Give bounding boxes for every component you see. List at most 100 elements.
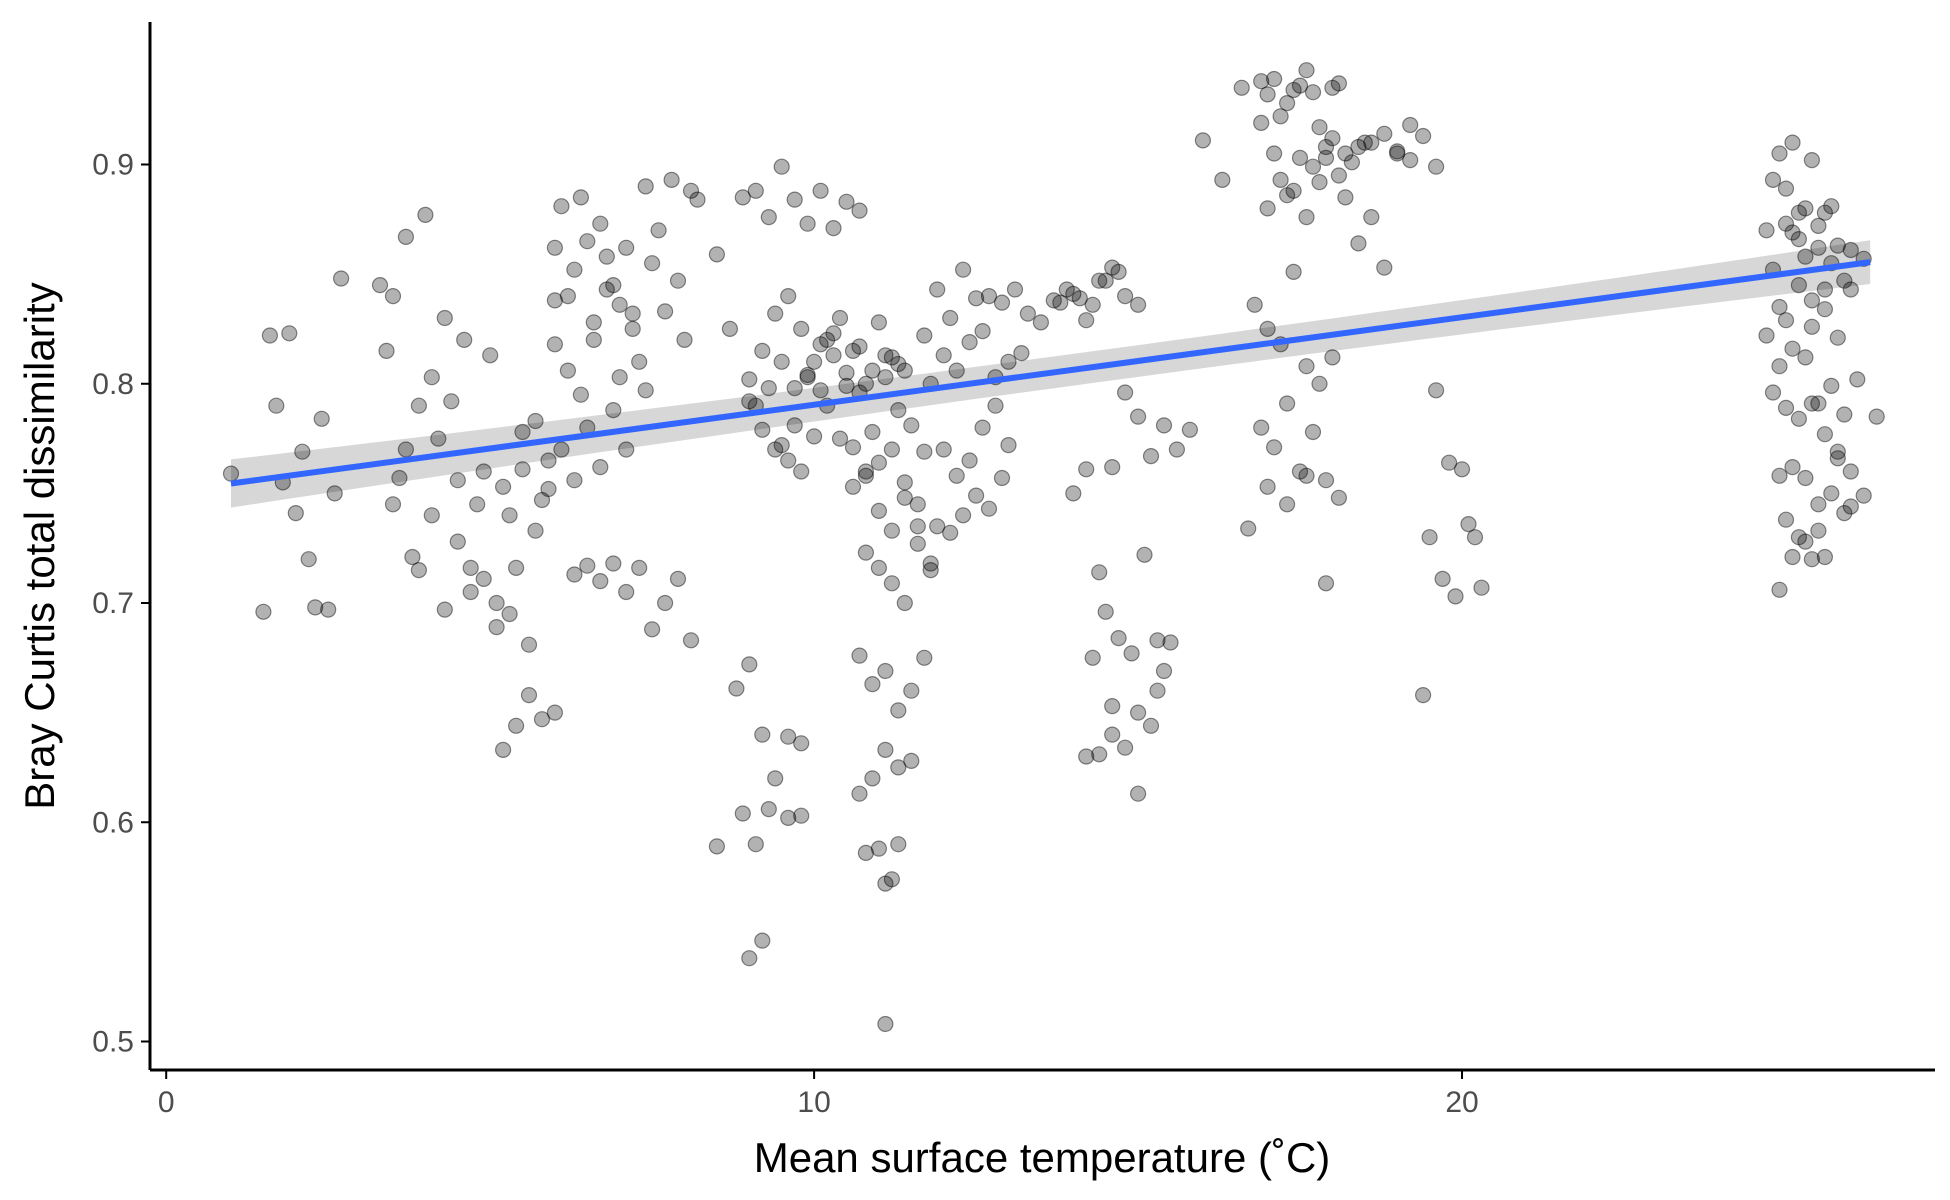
data-point (281, 325, 298, 342)
data-point (954, 507, 972, 524)
data-point (384, 288, 402, 305)
data-point (961, 452, 978, 469)
data-point (423, 369, 440, 386)
data-point (805, 353, 823, 370)
data-point (1836, 272, 1853, 289)
data-point (1764, 384, 1782, 401)
data-point (825, 347, 842, 364)
data-point (540, 480, 557, 498)
data-point (637, 178, 654, 195)
data-point (728, 680, 745, 697)
data-point (1078, 461, 1095, 478)
data-point (903, 417, 920, 434)
data-point (870, 314, 888, 331)
data-point (1317, 138, 1335, 156)
data-point (553, 198, 570, 215)
data-point (1000, 353, 1017, 370)
data-point (1797, 533, 1814, 550)
data-point (708, 838, 726, 855)
data-point (553, 441, 570, 458)
data-point (1006, 281, 1024, 298)
data-point (1104, 259, 1121, 276)
data-point (592, 572, 609, 590)
data-point (942, 524, 959, 541)
data-point (611, 369, 628, 386)
data-point (1842, 281, 1859, 298)
data-point (831, 430, 849, 447)
data-point (741, 371, 758, 388)
data-point (877, 875, 894, 892)
data-point (922, 561, 939, 579)
data-point (540, 452, 557, 469)
data-point (987, 397, 1004, 414)
data-point (1265, 70, 1283, 88)
data-point (443, 393, 460, 410)
data-point (1816, 548, 1834, 566)
data-point (864, 362, 881, 379)
data-point (1777, 399, 1795, 416)
data-point (780, 288, 797, 305)
data-point (1317, 149, 1335, 166)
data-point (1149, 632, 1166, 649)
data-point (857, 375, 875, 392)
data-point (1110, 263, 1127, 280)
data-point (773, 437, 790, 454)
data-point (1317, 472, 1335, 489)
data-point (1466, 529, 1484, 546)
data-point (261, 327, 278, 344)
data-point (883, 871, 901, 888)
data-point (1836, 406, 1853, 423)
data-point (980, 288, 998, 305)
data-point (721, 320, 739, 337)
data-point (1291, 77, 1309, 94)
data-point (870, 840, 888, 857)
data-point (501, 605, 518, 623)
data-point (378, 342, 395, 359)
data-point (1058, 281, 1075, 298)
data-point (391, 469, 408, 487)
data-point (890, 836, 907, 853)
data-point (1389, 143, 1406, 160)
data-point (838, 193, 855, 210)
data-point (851, 338, 868, 355)
data-point (967, 290, 985, 307)
data-point (1265, 145, 1283, 162)
data-point (475, 570, 492, 588)
data-point (1253, 73, 1270, 90)
data-point (1311, 119, 1328, 136)
data-point (1071, 290, 1088, 307)
data-point (1350, 138, 1367, 156)
data-point (579, 233, 596, 250)
data-point (922, 555, 939, 572)
data-point (1810, 395, 1827, 412)
data-point (1091, 746, 1108, 763)
data-point (754, 932, 771, 949)
data-point (1389, 145, 1406, 162)
data-point (883, 441, 901, 458)
data-point (799, 366, 816, 384)
data-point (1155, 662, 1173, 680)
data-point (870, 454, 888, 471)
data-point (572, 189, 590, 206)
data-point (767, 305, 784, 322)
data-point (488, 618, 505, 636)
data-point (760, 800, 777, 818)
data-point (546, 704, 564, 721)
data-point (1803, 551, 1821, 568)
data-point (1849, 371, 1866, 388)
data-point (857, 467, 875, 484)
data-point (916, 443, 933, 460)
data-point (857, 544, 875, 561)
data-point (585, 331, 602, 348)
data-point (773, 353, 790, 370)
data-point (1259, 200, 1276, 217)
data-point (436, 309, 453, 327)
data-point (559, 362, 577, 379)
data-point (734, 189, 751, 206)
data-point (1129, 785, 1147, 802)
data-point (980, 500, 998, 517)
data-point (1104, 697, 1121, 715)
data-point (397, 441, 414, 458)
data-point (890, 702, 907, 719)
data-point (1129, 704, 1147, 721)
